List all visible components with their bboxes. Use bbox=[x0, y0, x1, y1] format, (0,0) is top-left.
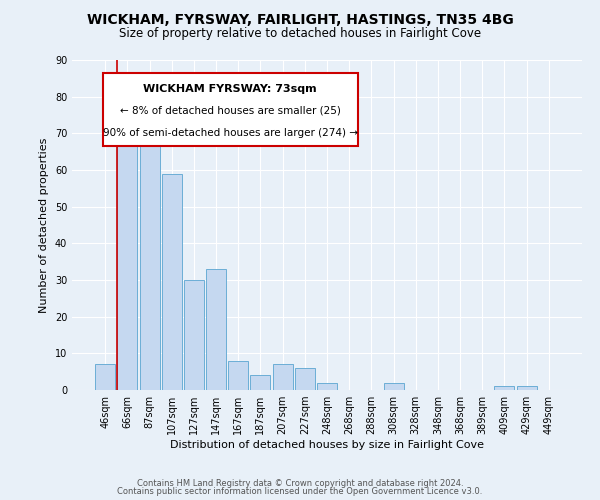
Bar bbox=[118, 130, 137, 390]
Text: WICKHAM FYRSWAY: 73sqm: WICKHAM FYRSWAY: 73sqm bbox=[143, 84, 317, 94]
Text: Contains public sector information licensed under the Open Government Licence v3: Contains public sector information licen… bbox=[118, 487, 482, 496]
Bar bbox=[250, 376, 271, 390]
Text: WICKHAM, FYRSWAY, FAIRLIGHT, HASTINGS, TN35 4BG: WICKHAM, FYRSWAY, FAIRLIGHT, HASTINGS, T… bbox=[86, 12, 514, 26]
Bar bbox=[494, 386, 514, 390]
Bar bbox=[517, 386, 536, 390]
Bar bbox=[295, 368, 315, 390]
Text: Contains HM Land Registry data © Crown copyright and database right 2024.: Contains HM Land Registry data © Crown c… bbox=[137, 478, 463, 488]
Bar bbox=[272, 364, 293, 390]
Text: 90% of semi-detached houses are larger (274) →: 90% of semi-detached houses are larger (… bbox=[103, 128, 358, 138]
FancyBboxPatch shape bbox=[103, 73, 358, 146]
Bar bbox=[140, 118, 160, 390]
Bar bbox=[162, 174, 182, 390]
Bar bbox=[383, 382, 404, 390]
Bar bbox=[184, 280, 204, 390]
Bar bbox=[317, 382, 337, 390]
Text: Size of property relative to detached houses in Fairlight Cove: Size of property relative to detached ho… bbox=[119, 28, 481, 40]
Bar bbox=[228, 360, 248, 390]
Bar bbox=[95, 364, 115, 390]
Text: ← 8% of detached houses are smaller (25): ← 8% of detached houses are smaller (25) bbox=[119, 106, 341, 116]
Bar bbox=[206, 269, 226, 390]
Y-axis label: Number of detached properties: Number of detached properties bbox=[39, 138, 49, 312]
X-axis label: Distribution of detached houses by size in Fairlight Cove: Distribution of detached houses by size … bbox=[170, 440, 484, 450]
